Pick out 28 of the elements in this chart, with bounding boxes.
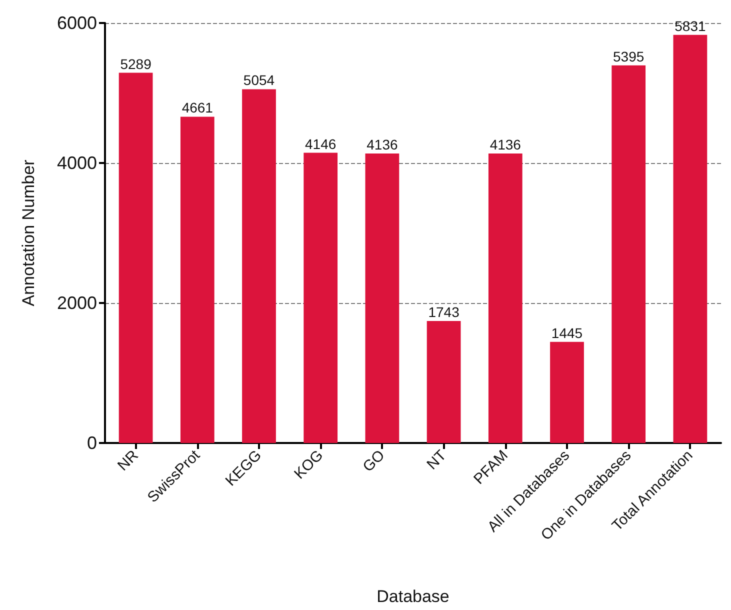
bar bbox=[550, 342, 584, 443]
y-tick-label: 4000 bbox=[56, 153, 97, 173]
data-label: 4146 bbox=[305, 136, 336, 152]
bar bbox=[242, 89, 276, 443]
bar bbox=[365, 153, 400, 443]
x-tick-label: NT bbox=[424, 446, 450, 474]
bar bbox=[488, 153, 522, 443]
data-label: 5054 bbox=[243, 72, 275, 88]
bar bbox=[673, 34, 708, 443]
bar bbox=[426, 320, 461, 443]
y-axis-title: Annotation Number bbox=[19, 159, 38, 306]
data-label: 4136 bbox=[366, 136, 398, 152]
data-label: 4136 bbox=[490, 136, 522, 152]
y-tick-label: 0 bbox=[86, 433, 97, 453]
y-tick-label: 6000 bbox=[56, 13, 97, 33]
x-tick-label: NR bbox=[114, 446, 142, 474]
data-label: 4661 bbox=[182, 100, 214, 116]
x-tick-label: GO bbox=[360, 446, 388, 476]
bar bbox=[180, 116, 214, 443]
data-label: 1445 bbox=[551, 324, 583, 341]
data-label: 1743 bbox=[428, 304, 460, 320]
bar bbox=[304, 152, 338, 443]
data-label: 5395 bbox=[613, 48, 644, 64]
bar bbox=[612, 65, 646, 443]
y-tick-label: 2000 bbox=[56, 293, 97, 313]
bar bbox=[118, 72, 153, 443]
x-axis-title: Database bbox=[376, 587, 450, 606]
data-label: 5289 bbox=[120, 56, 152, 72]
